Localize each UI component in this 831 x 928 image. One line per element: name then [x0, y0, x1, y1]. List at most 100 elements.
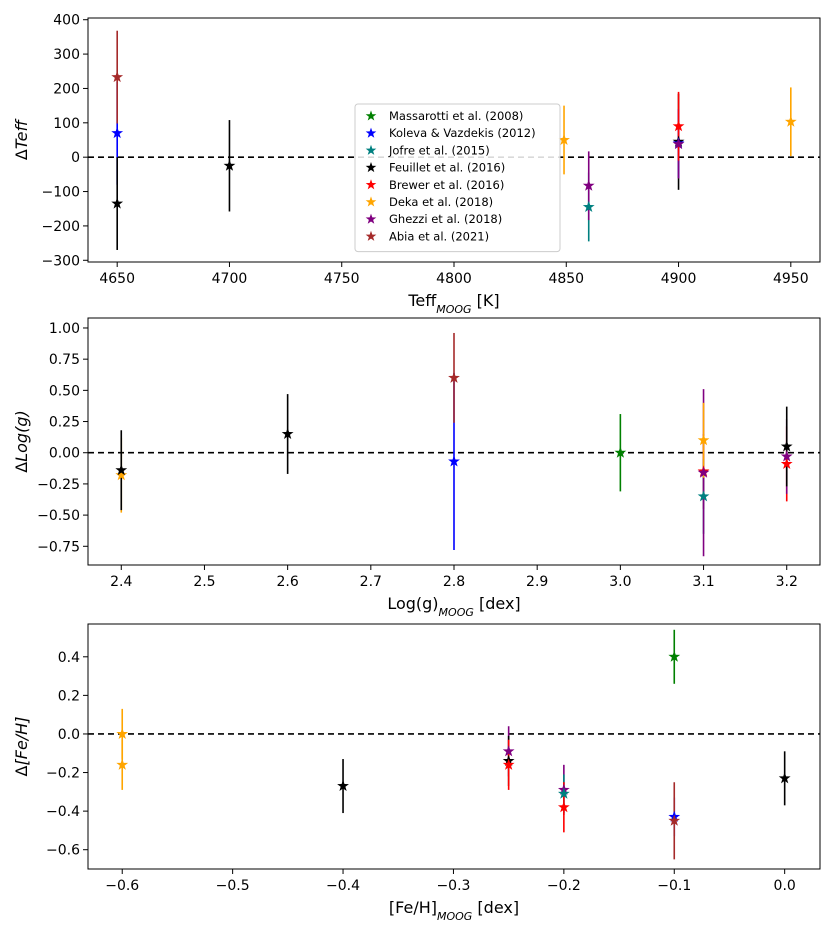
axes-frame: [87, 623, 821, 870]
data-point-star: [557, 801, 570, 813]
x-axis-label-unit: [K]: [472, 291, 500, 310]
x-tick-label: 2.7: [360, 574, 382, 590]
y-tick-label: 0.2: [58, 688, 80, 704]
x-axis-label-subscript: MOOG: [439, 606, 474, 619]
legend-entry-label: Brewer et al. (2016): [389, 178, 504, 192]
data-point-star: [111, 70, 124, 83]
data-point-star: [116, 727, 129, 739]
x-tick-label: 0.0: [774, 878, 796, 894]
legend-marker: [365, 213, 377, 224]
x-tick-label: 2.5: [193, 574, 215, 590]
legend-entry-label: Ghezzi et al. (2018): [389, 212, 502, 226]
y-axis-label-quantity: Teff: [12, 117, 31, 149]
legend-marker: [365, 162, 377, 173]
panel-logg: 2.4 2.5 2.6 2.7 2.8 2.9 3.0 3.1 3.2 −0.75 −0.50 −0.…: [12, 317, 821, 619]
data-point-star: [614, 446, 627, 458]
x-axis-label-subscript: MOOG: [437, 910, 472, 923]
y-axis-label-delta: Δ: [12, 765, 31, 776]
y-tick-label: −0.2: [46, 766, 80, 782]
data-point-star: [111, 197, 124, 209]
data-point-star: [281, 427, 294, 440]
y-axis-label-quantity: Log(g): [12, 410, 31, 462]
data-point-star: [582, 179, 595, 191]
legend-entry-label: Abia et al. (2021): [389, 229, 489, 243]
data-point-star: [557, 787, 570, 799]
x-axis-label-base: Log(g): [387, 594, 438, 613]
legend-entry-label: Jofre et al. (2015): [388, 143, 490, 157]
data-point-star: [116, 758, 129, 770]
legend-entry-label: Deka et al. (2018): [389, 195, 493, 209]
y-axis-label-delta: Δ: [12, 462, 31, 473]
legend-entry-label: Koleva & Vazdekis (2012): [389, 126, 536, 140]
legend-marker: [365, 196, 377, 207]
legend-marker: [365, 127, 377, 138]
x-tick-label: −0.3: [436, 878, 470, 894]
y-axis-label: ΔTeff: [12, 117, 31, 160]
y-tick-label: 300: [53, 47, 80, 63]
x-axis-label-unit: [dex]: [472, 898, 519, 917]
x-axis-label: Log(g)MOOG [dex]: [387, 594, 520, 619]
data-point-star: [223, 159, 236, 171]
data-point-star: [697, 434, 710, 446]
x-tick-label: 2.8: [443, 574, 465, 590]
data-point-star: [780, 440, 793, 452]
y-axis-label: Δ[Fe/H]: [12, 717, 31, 777]
x-tick-label: 3.1: [692, 574, 714, 590]
x-axis-label-unit: [dex]: [474, 594, 521, 613]
panel-teff: 4650 4700 4750 4800 4850 4900 4950 −300 −200 −100…: [12, 13, 821, 316]
data-point-star: [784, 115, 797, 127]
y-tick-label: −0.25: [37, 477, 80, 493]
y-axis-label: ΔLog(g): [12, 410, 31, 472]
y-tick-label: 100: [53, 116, 80, 132]
y-tick-label: 0.0: [58, 727, 80, 743]
legend-marker: [365, 110, 377, 121]
data-point-star: [668, 814, 681, 826]
legend-marker: [365, 144, 377, 155]
data-point-star: [448, 371, 460, 383]
x-axis-label: [Fe/H]MOOG [dex]: [389, 898, 519, 923]
legend-marker: [365, 179, 377, 190]
x-axis-label-subscript: MOOG: [436, 303, 471, 316]
x-tick-label: 2.6: [277, 574, 299, 590]
y-tick-label: 0: [71, 150, 80, 166]
data-point-star: [115, 463, 128, 476]
legend-marker: [365, 230, 377, 241]
data-point-star: [448, 455, 460, 467]
x-tick-label: 4650: [99, 271, 135, 287]
y-tick-label: −0.50: [37, 508, 80, 524]
data-point-star: [558, 133, 570, 146]
y-tick-label: 0.75: [49, 352, 80, 368]
y-tick-label: −200: [42, 219, 80, 235]
y-tick-label: −0.75: [37, 539, 80, 555]
x-tick-label: 3.0: [609, 574, 631, 590]
y-tick-label: −300: [42, 253, 80, 269]
x-tick-label: −0.2: [547, 878, 581, 894]
x-tick-label: −0.6: [105, 878, 139, 894]
y-tick-label: 400: [53, 13, 80, 29]
data-point-star: [115, 468, 128, 481]
legend: Massarotti et al. (2008) Koleva & Vazdeki…: [354, 103, 561, 253]
legend-box: [354, 103, 561, 253]
data-point-star: [778, 772, 791, 784]
data-point-star: [668, 650, 681, 662]
y-tick-label: −0.4: [46, 804, 80, 820]
data-point-star: [672, 120, 685, 132]
x-tick-label: −0.4: [326, 878, 360, 894]
legend-entry-label: Feuillet et al. (2016): [389, 161, 505, 175]
x-tick-label: 4750: [324, 271, 360, 287]
y-axis-label-quantity: [Fe/H]: [12, 717, 31, 766]
x-axis-label: TeffMOOG [K]: [407, 291, 499, 316]
y-tick-label: −100: [42, 185, 80, 201]
x-tick-label: 2.9: [526, 574, 548, 590]
y-tick-label: 200: [53, 81, 80, 97]
data-point-star: [672, 137, 685, 150]
x-tick-label: 3.2: [776, 574, 798, 590]
x-tick-label: 4700: [212, 271, 248, 287]
x-tick-label: 4950: [773, 271, 809, 287]
data-point-star: [697, 490, 710, 502]
x-tick-label: 4800: [436, 271, 472, 287]
y-tick-label: 0.00: [49, 446, 80, 462]
y-tick-label: 0.4: [58, 650, 80, 666]
x-tick-label: 4850: [548, 271, 584, 287]
